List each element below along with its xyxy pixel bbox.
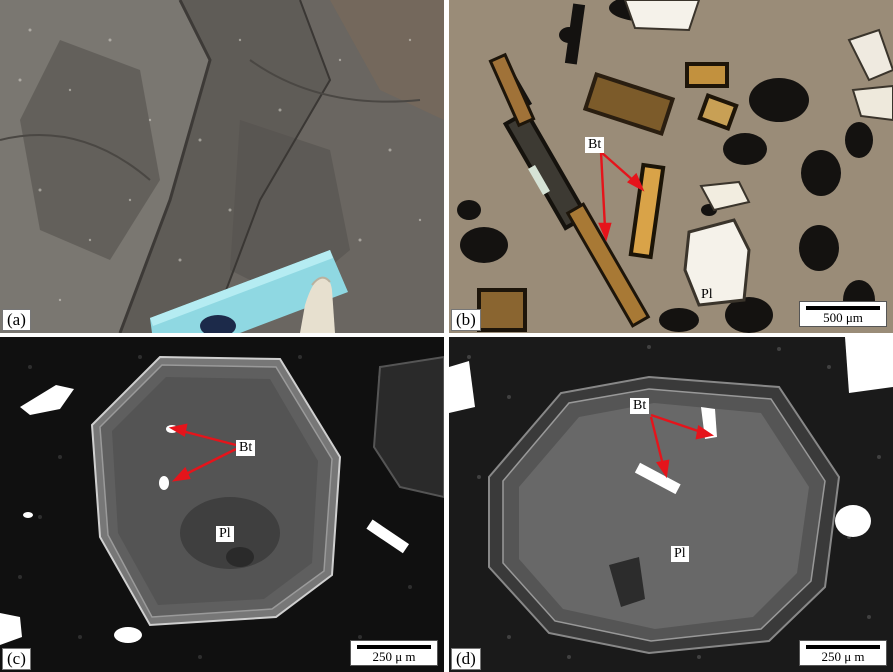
panel-a-outcrop-photo: (a) [0, 0, 444, 333]
scale-bar-line [357, 645, 431, 649]
panel-c-bse-image: Bt Pl 250 μ m (c) [0, 337, 444, 672]
panel-d-pl-label: Pl [671, 546, 689, 562]
panel-c-bt-label: Bt [236, 440, 256, 456]
biotite-crystals [477, 52, 739, 332]
panel-d-scale-text: 250 μ m [821, 649, 865, 664]
panel-b-thin-section: Bt Pl 500 μm (b) [449, 0, 893, 333]
scale-bar-line [806, 306, 880, 310]
bt-arrows [168, 423, 237, 482]
panel-c-label: (c) [2, 648, 31, 670]
plagioclase-crystals [623, 0, 893, 307]
glove [300, 276, 335, 333]
bt-arrows [649, 413, 715, 479]
panel-d-bse-image: Bt Pl 250 μ m (d) [449, 337, 893, 672]
panel-b-label: (b) [451, 309, 481, 331]
outcrop-image [0, 0, 444, 333]
panel-b-bt-label: Bt [585, 137, 605, 153]
thin-section-image [449, 0, 893, 333]
bt-arrows [598, 151, 645, 242]
panel-d-label: (d) [451, 648, 481, 670]
panel-d-bt-label: Bt [630, 398, 650, 414]
panel-b-scale-bar: 500 μm [799, 301, 887, 327]
panel-d-scale-bar: 250 μ m [799, 640, 887, 666]
bse-image-c [0, 337, 444, 672]
scale-card [150, 250, 348, 333]
panel-b-scale-text: 500 μm [823, 310, 863, 325]
panel-a-label: (a) [2, 309, 31, 331]
panel-c-pl-label: Pl [216, 526, 234, 542]
scale-bar-line [806, 645, 880, 649]
panel-b-pl-label: Pl [701, 287, 713, 302]
bse-image-d [449, 337, 893, 672]
bright-grains [0, 385, 410, 645]
bright-grains [449, 337, 893, 537]
panel-c-scale-bar: 250 μ m [350, 640, 438, 666]
panel-c-scale-text: 250 μ m [372, 649, 416, 664]
